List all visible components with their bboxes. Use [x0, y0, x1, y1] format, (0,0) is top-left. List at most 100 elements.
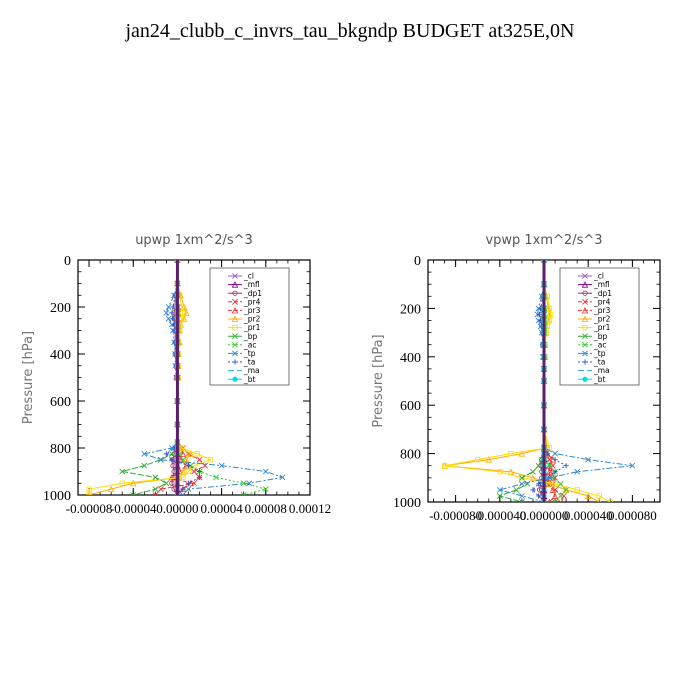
upwp-title: upwp 1xm^2/s^3 — [135, 233, 253, 248]
vpwp-legend-marker — [582, 333, 588, 340]
upwp-point-bp — [130, 492, 137, 495]
vpwp-legend-marker — [582, 376, 588, 382]
vpwp-point-pr3 — [551, 492, 559, 499]
vpwp-legend-marker — [582, 324, 588, 331]
vpwp-point-bp — [518, 474, 525, 481]
vpwp-point-pr1 — [475, 457, 481, 463]
upwp-legend-marker — [232, 324, 238, 331]
vpwp-title: vpwp 1xm^2/s^3 — [485, 233, 602, 248]
upwp-xtick-label: 0.00004 — [200, 501, 243, 516]
upwp-point-tp — [141, 450, 148, 457]
upwp-ytick-label: 400 — [50, 348, 71, 363]
vpwp-legend-label: _pr3 — [593, 306, 611, 315]
vpwp-legend-label: _dp1 — [593, 289, 612, 298]
vpwp-point-pr3 — [549, 486, 557, 493]
upwp-point-bp — [119, 468, 126, 475]
upwp-legend-marker — [231, 281, 239, 288]
upwp-point-pr2 — [129, 479, 137, 487]
upwp-point-tp — [185, 486, 192, 493]
vpwp-point-pr1 — [519, 475, 525, 481]
upwp-point-pr1 — [180, 474, 186, 480]
vpwp-xtick-label: -0.000040 — [473, 508, 526, 523]
upwp-legend-marker — [232, 298, 238, 305]
upwp-point-pr1 — [180, 310, 186, 316]
vpwp-legend-label: _bp — [593, 332, 608, 341]
upwp-legend-label: _tp — [243, 349, 256, 358]
upwp-point-pr1 — [207, 457, 214, 463]
upwp-legend-marker — [232, 290, 238, 296]
upwp-xtick-label: -0.00004 — [110, 501, 157, 516]
upwp-point-ta — [180, 486, 186, 492]
upwp-point-ta — [185, 463, 192, 469]
upwp-ytick-label: 800 — [50, 442, 71, 457]
vpwp-point-tp — [574, 468, 581, 475]
vpwp-point-pr1 — [546, 305, 553, 312]
upwp-ytick-label: 600 — [50, 395, 71, 410]
upwp-point-pr4 — [191, 480, 197, 487]
vpwp-ytick-label: 800 — [400, 448, 421, 463]
vpwp-legend-label: _cl — [593, 272, 604, 281]
vpwp-point-tp — [518, 493, 525, 499]
upwp-point-tp — [163, 309, 170, 316]
upwp-xtick-label: 0.00012 — [289, 501, 331, 516]
upwp-legend-label: _mfl — [243, 280, 260, 289]
upwp-legend-marker — [232, 376, 238, 382]
vpwp-legend-marker — [582, 290, 588, 296]
upwp-legend-label: _pr3 — [243, 306, 261, 315]
vpwp-legend: _cl_mfl_dp1_pr4_pr3_pr2_pr1_bp_ac_tp_ta_… — [559, 267, 640, 386]
upwp-legend-label: _dp1 — [243, 289, 262, 298]
upwp-point-tp — [157, 456, 164, 463]
upwp-legend-label: _bt — [243, 375, 256, 384]
vpwp-point-pr1 — [548, 311, 554, 318]
upwp-legend-marker — [231, 315, 239, 322]
vpwp-point-bp — [518, 499, 525, 502]
vpwp-ytick-label: 1000 — [393, 496, 421, 511]
vpwp-point-ta — [536, 311, 543, 318]
upwp-point-ta — [185, 480, 192, 486]
upwp-point-pr3 — [168, 473, 176, 481]
vpwp-legend-label: _ac — [593, 340, 606, 349]
vpwp-point-pr2 — [562, 486, 570, 493]
vpwp-point-pr2 — [546, 480, 553, 487]
vpwp-point-pr2 — [584, 492, 592, 499]
vpwp-legend-marker — [582, 359, 588, 365]
upwp-legend-marker — [232, 341, 238, 348]
vpwp-point-ac — [557, 480, 564, 487]
vpwp-ylabel: Pressure [hPa] — [371, 334, 386, 427]
upwp-point-tp — [246, 480, 253, 487]
upwp-legend-marker — [231, 306, 239, 314]
vpwp-xtick-label: 0.000040 — [564, 508, 613, 523]
upwp-point-tp — [279, 474, 286, 481]
vpwp-point-ta — [552, 457, 558, 463]
vpwp-point-ta — [563, 463, 569, 469]
vpwp-point-pr2 — [529, 474, 537, 481]
vpwp-point-tp — [496, 486, 503, 493]
upwp-legend-marker — [232, 350, 238, 357]
upwp-point-tp — [262, 468, 269, 475]
vpwp-point-pr1 — [546, 317, 553, 324]
vpwp-point-pr1 — [552, 481, 558, 487]
upwp-point-pr4 — [157, 486, 164, 493]
vpwp-point-tp — [629, 462, 636, 469]
upwp-legend-marker — [232, 333, 238, 340]
upwp-point-bp — [163, 480, 170, 487]
upwp-legend-label: _ac — [243, 340, 256, 349]
vpwp-point-pr1 — [441, 463, 448, 469]
upwp-ytick-label: 200 — [50, 301, 71, 316]
upwp-xtick-label: -0.00008 — [66, 501, 113, 516]
upwp-point-ta — [170, 304, 176, 310]
upwp-point-pr2 — [179, 468, 187, 475]
upwp-point-ac — [240, 480, 247, 487]
upwp-point-pr4 — [196, 456, 203, 463]
upwp-point-ta — [170, 316, 176, 322]
upwp-point-ac — [240, 492, 247, 495]
vpwp-point-tp — [546, 474, 553, 481]
vpwp-point-pr2 — [485, 456, 493, 463]
vpwp-xtick-label: 0.000000 — [520, 508, 569, 523]
vpwp-legend-label: _tp — [593, 349, 606, 358]
vpwp-point-pr1 — [508, 450, 514, 457]
vpwp-legend-marker — [582, 350, 588, 357]
vpwp-point-ta — [552, 469, 558, 475]
vpwp-point-pr4 — [557, 499, 564, 502]
